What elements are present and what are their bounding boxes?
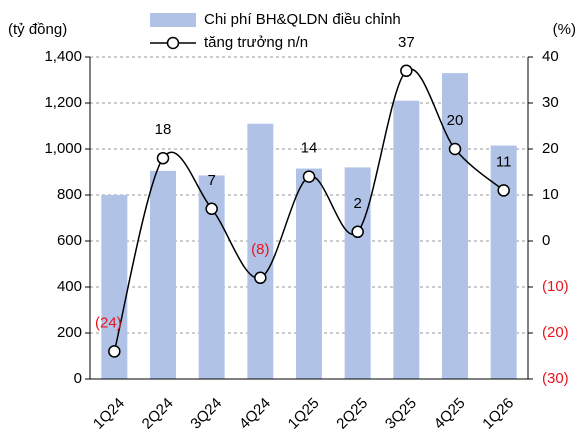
- data-label: 11: [496, 153, 512, 170]
- y-tick-label: 0: [74, 370, 82, 387]
- y2-tick-label: 40: [542, 48, 559, 65]
- legend-bar-swatch: [150, 13, 196, 27]
- bar: [150, 170, 176, 379]
- growth-marker: [254, 271, 267, 285]
- y-tick-label: 1,400: [44, 48, 82, 65]
- bar: [247, 123, 274, 379]
- legend-marker: [166, 36, 180, 50]
- growth-marker: [497, 184, 510, 197]
- growth-marker: [448, 142, 462, 156]
- growth-marker: [351, 225, 364, 239]
- y-tick-label: 800: [57, 186, 82, 203]
- y2-tick-label: 0: [542, 232, 550, 249]
- y-axis-label: (tỷ đồng): [8, 21, 67, 38]
- x-tick-label: 2Q25: [333, 395, 371, 433]
- x-tick-label: 4Q24: [236, 395, 274, 433]
- data-label: 14: [301, 140, 318, 157]
- data-label: 2: [353, 195, 361, 212]
- x-tick-label: 3Q24: [187, 395, 225, 433]
- bar: [296, 168, 322, 379]
- y2-tick-label: 30: [542, 94, 559, 111]
- data-label: 37: [398, 34, 415, 51]
- y2-axis-label: (%): [553, 21, 576, 38]
- x-tick-label: 2Q24: [139, 395, 177, 433]
- y-tick-label: 600: [57, 232, 82, 249]
- y2-tick-label: 20: [542, 140, 559, 157]
- x-tick-label: 1Q24: [90, 395, 128, 433]
- bar: [490, 145, 517, 379]
- data-label: (8): [251, 241, 269, 258]
- growth-marker: [108, 345, 121, 358]
- data-label: 7: [207, 172, 215, 189]
- legend-label: Chi phí BH&QLDN điều chỉnh: [204, 11, 401, 28]
- growth-marker: [205, 202, 218, 216]
- y2-tick-label: 10: [542, 186, 559, 203]
- y-tick-label: 400: [57, 278, 82, 295]
- bar: [344, 167, 371, 379]
- growth-marker: [156, 151, 170, 165]
- data-label: (24): [95, 314, 122, 331]
- growth-marker: [302, 170, 316, 183]
- x-tick-label: 4Q25: [431, 395, 469, 433]
- y-tick-label: 1,000: [44, 140, 82, 157]
- bar: [393, 100, 420, 379]
- x-tick-label: 3Q25: [382, 395, 420, 433]
- x-tick-label: 1Q25: [285, 395, 323, 433]
- y2-tick-label: (10): [542, 278, 569, 295]
- legend-label: tăng trưởng n/n: [204, 34, 308, 51]
- growth-marker: [400, 64, 413, 78]
- y2-tick-label: (30): [542, 370, 569, 387]
- bar: [442, 73, 468, 379]
- y-tick-label: 1,200: [44, 94, 82, 111]
- x-tick-label: 1Q26: [479, 395, 517, 433]
- data-label: 20: [447, 112, 464, 129]
- data-label: 18: [155, 121, 172, 138]
- y2-tick-label: (20): [542, 324, 569, 341]
- y-tick-label: 200: [57, 324, 82, 341]
